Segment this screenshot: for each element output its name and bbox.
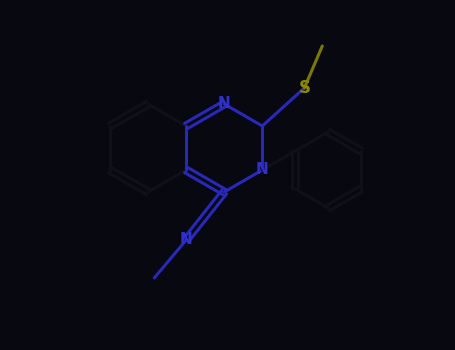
Text: N: N xyxy=(180,232,192,247)
Text: N: N xyxy=(256,162,269,177)
Text: N: N xyxy=(218,97,231,112)
Text: S: S xyxy=(298,79,310,97)
